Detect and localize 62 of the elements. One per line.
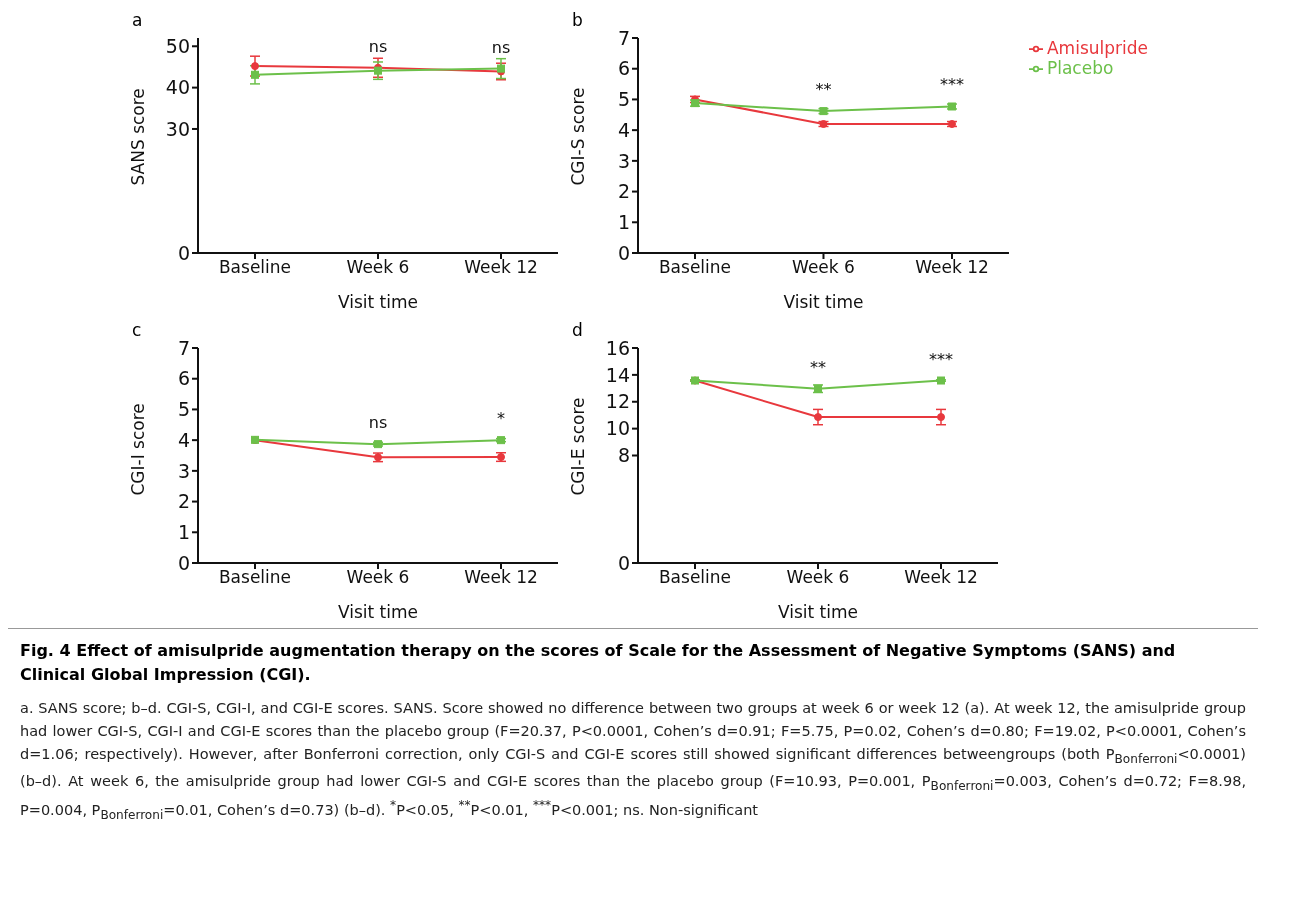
legend-label: Amisulpride [1046,38,1148,58]
x-tick-label: Baseline [658,567,732,588]
x-axis-title: Visit time [783,292,864,312]
y-tick-label: 4 [177,428,190,451]
y-tick-label: 12 [605,390,630,413]
y-tick-label: 2 [177,490,190,513]
x-tick-label: Week 6 [346,567,410,588]
annotation: * [497,409,505,429]
chart-title: c [132,320,142,340]
annotation: *** [939,75,964,95]
annotation: ns [368,413,388,433]
chart-title: b [572,10,583,30]
x-tick-label: Baseline [218,257,292,278]
y-axis-title: CGI-E score [568,397,589,496]
y-axis-title: CGI-S score [568,87,589,186]
x-tick-label: Week 6 [792,257,855,278]
y-tick-label: 16 [605,336,630,359]
text: a. SANS score; b–d. CGI-S, CGI-I, and CGI-E scores. SANS. Score showed no difference between two groups at week 6 or week 12 (a). At week 12, the amisulpride group had lower CGI-S, CGI-I and CGI-E scores than the placebo group (F=20.37, P<0.0001, Cohen’s d=0.91; F=5.75, P=0.02, Cohen’s d=0.80; F=19.02, P<0.0001, Cohen’s d=1.06; respectively). However, after Bonferroni correction, only CGI-S and CGI-E scores still showed significant differences betweengroups (both P$_{Bonferroni}$<0.0001) (b–d). At week 6, the amisulpride group had lower CGI-S and CGI-E scores than the placebo group (F=10.93, P=0.001, P$_{Bonferroni}$=0.003, Cohen’s d=0.72; F=8.98, P=0.004, P$_{Bonferroni}$=0.01, Cohen’s d=0.73) (b–d). $^{*}$P<0.05, $^{**}$P<0.01, $^{***}$P<0.001; ns. Non-significant [20,700,1247,822]
y-axis-title: CGI-I score [128,403,149,496]
y-tick-label: 1 [617,211,630,234]
chart-title: a [132,10,143,30]
annotation: *** [929,349,953,369]
annotation: ns [368,36,388,56]
y-tick-label: 10 [605,417,630,440]
y-tick-label: 0 [617,241,630,264]
x-axis-title: Visit time [777,602,859,622]
text: Fig. 4 Effect of amisulpride augmentation therapy on the scores of Scale for the Assessment of Negative Symptoms (SANS) and Clinical Global Impression (CGI). [20,640,1177,686]
y-axis-title: SANS score [128,88,149,186]
x-axis-title: Visit time [337,602,419,622]
y-tick-label: 7 [617,26,630,49]
x-tick-label: Baseline [218,567,292,588]
y-tick-label: 4 [617,118,630,141]
x-tick-label: Week 6 [346,257,410,278]
y-tick-label: 0 [617,551,630,574]
y-tick-label: 0 [177,551,190,574]
annotation: ** [815,80,832,100]
y-tick-label: 40 [165,76,190,99]
y-tick-label: 7 [177,336,190,359]
y-tick-label: 5 [617,88,630,111]
y-tick-label: 6 [177,367,190,390]
y-tick-label: 3 [617,149,630,172]
x-axis-title: Visit time [337,292,419,312]
y-tick-label: 14 [605,363,630,386]
annotation: ns [491,37,511,57]
y-tick-label: 30 [165,117,190,140]
legend-label: Placebo [1046,58,1114,78]
x-tick-label: Week 12 [915,257,989,278]
x-tick-label: Week 6 [786,567,850,588]
x-tick-label: Baseline [658,257,732,278]
y-tick-label: 1 [177,521,190,544]
y-tick-label: 8 [617,444,630,467]
annotation: ** [810,357,826,377]
x-tick-label: Week 12 [904,567,978,588]
x-tick-label: Week 12 [464,567,538,588]
y-tick-label: 5 [177,398,190,421]
y-tick-label: 6 [617,57,630,80]
y-tick-label: 50 [165,35,190,58]
y-tick-label: 3 [177,459,190,482]
x-tick-label: Week 12 [464,257,538,278]
y-tick-label: 0 [177,241,190,264]
chart-title: d [572,320,583,340]
y-tick-label: 2 [617,180,630,203]
